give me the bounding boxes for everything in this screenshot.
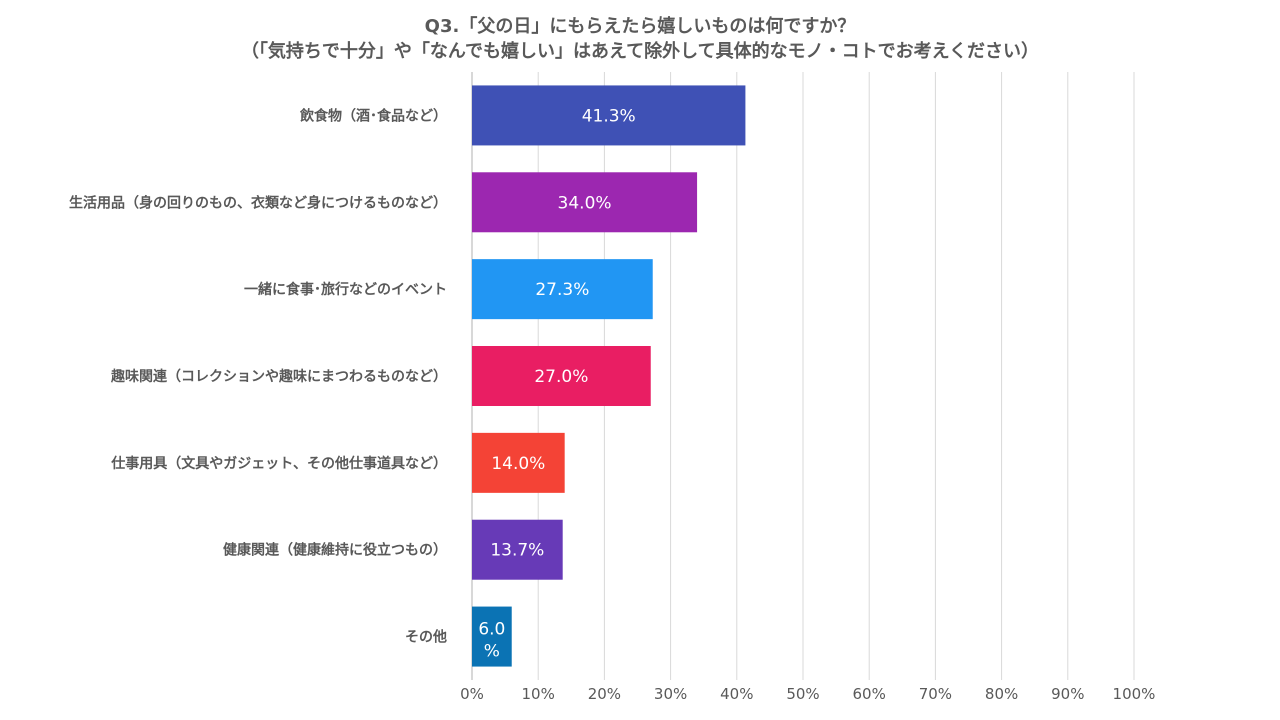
data-label: 34.0% xyxy=(558,193,612,213)
category-label: 仕事用具（文具やガジェット、その他仕事道具など） xyxy=(110,455,447,472)
data-label: 14.0% xyxy=(491,454,545,474)
bar xyxy=(472,432,565,493)
data-label: 6.0 xyxy=(478,620,505,640)
x-tick-label: 10% xyxy=(522,685,555,703)
bar xyxy=(472,85,746,146)
data-label: 27.3% xyxy=(535,280,589,300)
bar xyxy=(472,519,563,580)
category-label: その他 xyxy=(405,629,447,646)
x-tick-label: 30% xyxy=(654,685,687,703)
bar xyxy=(472,606,512,667)
category-label: 生活用品（身の回りのもの、衣類など身につけるものなど） xyxy=(69,194,447,211)
category-label: 飲食物（酒･食品など） xyxy=(299,107,447,124)
category-label: 一緒に食事･旅行などのイベント xyxy=(244,281,447,298)
x-tick-label: 90% xyxy=(1051,685,1084,703)
x-tick-label: 100% xyxy=(1113,685,1156,703)
chart-title: Q3.「父の日」にもらえたら嬉しいものは何ですか？ xyxy=(424,16,856,37)
data-label: % xyxy=(484,642,500,662)
x-tick-label: 60% xyxy=(853,685,886,703)
x-tick-label: 0% xyxy=(460,685,484,703)
chart-subtitle: （「気持ちで十分」や「なんでも嬉しい」はあえて除外して具体的なモノ・コトでお考え… xyxy=(240,41,1040,62)
bar xyxy=(472,259,653,320)
bar xyxy=(472,172,698,233)
x-tick-label: 40% xyxy=(720,685,753,703)
data-label: 27.0% xyxy=(534,367,588,387)
x-tick-label: 70% xyxy=(919,685,952,703)
data-label: 41.3% xyxy=(582,106,636,126)
x-tick-label: 80% xyxy=(985,685,1018,703)
x-tick-label: 20% xyxy=(588,685,621,703)
x-tick-label: 50% xyxy=(786,685,819,703)
category-label: 健康関連（健康維持に役立つもの） xyxy=(223,542,447,559)
category-label: 趣味関連（コレクションや趣味にまつわるものなど） xyxy=(110,368,447,385)
data-label: 13.7% xyxy=(490,541,544,561)
bar xyxy=(472,346,651,406)
